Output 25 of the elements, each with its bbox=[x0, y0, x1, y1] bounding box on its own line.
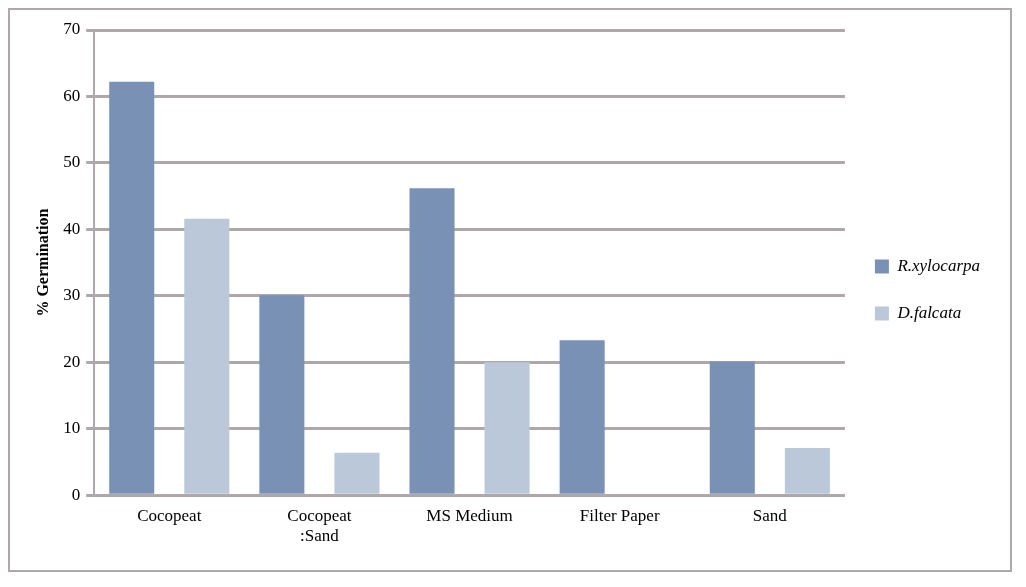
x-tick-label: Sand bbox=[752, 505, 788, 525]
y-tick-label: 40 bbox=[63, 218, 81, 238]
y-axis-title: % Germination bbox=[33, 208, 51, 317]
bar bbox=[259, 295, 305, 494]
bar bbox=[184, 218, 230, 494]
y-tick-label: 0 bbox=[71, 484, 81, 504]
x-tick-label: Filter Paper bbox=[579, 505, 660, 525]
bar bbox=[109, 81, 155, 494]
bar bbox=[409, 188, 455, 494]
x-tick-label: Cocopeat bbox=[137, 505, 202, 525]
y-tick-label: 60 bbox=[63, 85, 81, 105]
bar bbox=[484, 362, 530, 494]
y-tick-label: 70 bbox=[63, 19, 81, 39]
y-tick-label: 30 bbox=[63, 285, 81, 305]
bar bbox=[559, 340, 605, 494]
legend-label: D.falcata bbox=[896, 302, 962, 322]
legend-label: R.xylocarpa bbox=[896, 255, 980, 275]
bar bbox=[334, 452, 380, 494]
y-tick-label: 10 bbox=[63, 418, 81, 438]
bar bbox=[709, 361, 755, 494]
y-tick-label: 50 bbox=[63, 152, 81, 172]
x-tick-label: MS Medium bbox=[426, 505, 513, 525]
bar bbox=[784, 448, 830, 494]
x-tick-label: Cocopeat :Sand bbox=[287, 505, 352, 546]
y-tick-label: 20 bbox=[63, 351, 81, 371]
